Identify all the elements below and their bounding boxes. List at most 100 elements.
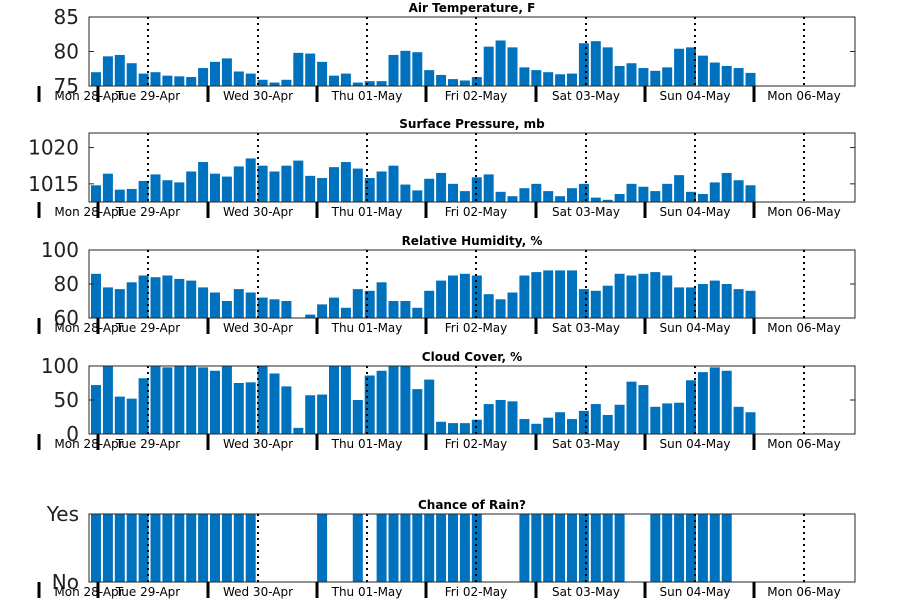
bar [186, 514, 197, 582]
y-tick-label: 75 [54, 74, 79, 98]
bar [626, 63, 637, 86]
bar [686, 287, 696, 318]
bar [221, 176, 232, 202]
bar [471, 514, 482, 582]
bar [578, 514, 589, 582]
bar [400, 184, 411, 202]
plot-frame [88, 513, 856, 583]
bar [388, 366, 399, 434]
bar [364, 178, 375, 202]
bar [578, 183, 589, 202]
bar [210, 292, 220, 318]
bar [721, 514, 732, 582]
bar [686, 514, 696, 582]
panel-title: Chance of Rain? [418, 498, 526, 512]
bar [531, 423, 542, 434]
bar [495, 299, 506, 318]
bar [495, 40, 506, 86]
bar [721, 284, 732, 318]
bar [448, 423, 458, 434]
x-tick-label: Mon 28-Apr [54, 89, 123, 103]
bar [709, 514, 720, 582]
bar [174, 514, 185, 582]
bar [555, 196, 566, 202]
bar [400, 514, 411, 582]
x-tick-label: Sat 03-May [552, 585, 620, 599]
bar [293, 427, 304, 434]
panel-title: Air Temperature, F [409, 1, 536, 15]
bar [186, 77, 197, 86]
bar [519, 419, 530, 434]
y-tick-label: 85 [54, 5, 79, 29]
bar [602, 285, 613, 318]
bar [709, 182, 720, 202]
y-tick-label: 1015 [28, 172, 79, 196]
bar [305, 314, 316, 318]
bar [555, 514, 566, 582]
x-tick-label: Tue 29-Apr [115, 205, 180, 219]
bar [733, 180, 744, 202]
bar [162, 275, 173, 318]
bar [317, 514, 328, 582]
bar [733, 406, 744, 434]
x-tick-label: Tue 29-Apr [115, 89, 180, 103]
x-tick-label: Sat 03-May [552, 205, 620, 219]
panel-2: Surface Pressure, mb 1015 1020 Mon 28-AprTu… [28, 117, 856, 219]
x-tick-label: Thu 01-May [331, 585, 403, 599]
bar [638, 186, 649, 202]
bar [495, 191, 506, 202]
bar [697, 514, 708, 582]
bar [697, 55, 708, 86]
bar [674, 48, 685, 86]
y-tick-label: Yes [46, 502, 79, 526]
bar [174, 278, 185, 318]
bar [543, 270, 554, 318]
bar [233, 166, 244, 202]
bar [650, 406, 661, 434]
bar [126, 514, 137, 582]
bar [210, 370, 220, 434]
bar [709, 62, 720, 86]
bar [352, 168, 363, 202]
bar [210, 173, 220, 202]
bar [614, 194, 625, 202]
bar [436, 421, 447, 434]
bar [388, 54, 399, 86]
bar [400, 301, 411, 318]
bar [626, 275, 637, 318]
bar [674, 402, 685, 434]
bar [150, 277, 161, 318]
panel-title: Relative Humidity, % [402, 234, 543, 248]
bar [114, 514, 125, 582]
bar [614, 514, 625, 582]
bar [459, 273, 470, 318]
bar [709, 367, 720, 434]
bar [221, 58, 232, 86]
bar [364, 81, 375, 86]
bar [257, 165, 268, 202]
bar [459, 80, 470, 86]
bar [257, 297, 268, 318]
bar [186, 171, 197, 202]
bar [424, 70, 435, 86]
bar [459, 423, 470, 434]
bar [150, 514, 161, 582]
bar [245, 382, 256, 434]
x-tick-label: Fri 02-May [445, 437, 508, 451]
bar [697, 194, 708, 202]
bar [126, 398, 137, 434]
bar [102, 173, 113, 202]
bar [269, 82, 280, 86]
bar [221, 514, 232, 582]
bar [424, 514, 435, 582]
panel-title: Surface Pressure, mb [399, 117, 545, 131]
bar [376, 282, 387, 318]
bar [638, 273, 649, 318]
bar [448, 514, 458, 582]
x-tick-label: Mon 28-Apr [54, 321, 123, 335]
bar [114, 396, 125, 434]
bar [376, 514, 387, 582]
bar [543, 72, 554, 86]
bar [198, 367, 209, 434]
